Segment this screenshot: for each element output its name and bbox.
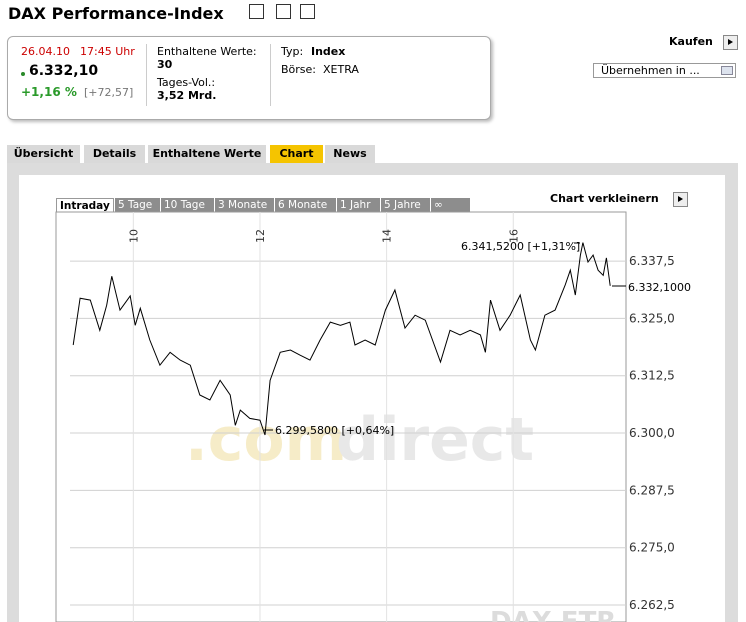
x-tick-label: 12 [254, 229, 267, 243]
help-icon[interactable] [249, 4, 264, 19]
select-arrow [721, 66, 733, 75]
quote-box [7, 36, 491, 120]
shrink-button[interactable] [673, 192, 688, 207]
quote-date: 26.04.10 [21, 45, 70, 58]
y-tick-label: 6.287,5 [629, 483, 675, 497]
exchange-value: XETRA [323, 63, 359, 76]
plot-area [55, 211, 627, 622]
range-tab[interactable]: ∞ [431, 198, 471, 212]
annotation: 6.341,5200 [+1,31%] [461, 240, 580, 253]
quote-change-pct: +1,16 % [21, 85, 77, 99]
tab[interactable]: Enthaltene Werte [148, 145, 266, 163]
refresh-icon[interactable] [300, 4, 315, 19]
tab[interactable]: Übersicht [7, 145, 80, 163]
type-label: Typ: [281, 45, 304, 58]
print-icon[interactable] [276, 4, 291, 19]
quote-price: 6.332,10 [29, 63, 99, 79]
x-tick-label: 14 [381, 229, 394, 243]
y-tick-label: 6.275,0 [629, 541, 675, 555]
watermark: .com [185, 405, 347, 475]
range-tab-active[interactable]: Intraday [56, 198, 114, 212]
volume-label: Tages-Vol.: [157, 76, 216, 89]
type-value: Index [311, 45, 346, 58]
annotation: 6.299,5800 [+0,64%] [275, 424, 394, 437]
separator [270, 44, 271, 106]
constituents-value: 30 [157, 58, 173, 71]
price-line [72, 242, 611, 436]
range-tab[interactable]: 3 Monate [215, 198, 275, 212]
constituents-label: Enthaltene Werte: [157, 45, 257, 58]
quote-time: 17:45 Uhr [80, 45, 135, 58]
quote-change-abs: [+72,57] [84, 86, 134, 99]
y-tick-label: 6.300,0 [629, 426, 675, 440]
range-tab[interactable]: 5 Tage [115, 198, 161, 212]
y-tick-label: 6.337,5 [629, 254, 675, 268]
separator [146, 44, 147, 106]
x-tick-label: 10 [127, 229, 140, 243]
select-text: Übernehmen in ... [601, 64, 700, 77]
tab-active[interactable]: Chart [270, 145, 323, 163]
exchange-label: Börse: [281, 63, 317, 76]
annotation: 6.332,1000 [628, 281, 691, 294]
y-tick-label: 6.325,0 [629, 311, 675, 325]
buy-link[interactable]: Kaufen [669, 35, 713, 48]
select-box[interactable]: Übernehmen in ... [593, 63, 736, 78]
y-tick-label: 6.312,5 [629, 369, 675, 383]
watermark: direct [336, 405, 534, 475]
x-tick-label: 16 [507, 229, 520, 243]
tab[interactable]: News [325, 145, 375, 163]
range-tab[interactable]: 10 Tage [161, 198, 215, 212]
volume-value: 3,52 Mrd. [157, 89, 217, 102]
range-tab[interactable]: 6 Monate [275, 198, 337, 212]
status-dot [21, 72, 25, 76]
y-tick-label: 6.262,5 [629, 598, 675, 612]
buy-button[interactable] [723, 35, 738, 50]
page-title: DAX Performance-Index [8, 4, 224, 23]
watermark: DAX ETR [490, 607, 616, 622]
shrink-link[interactable]: Chart verkleinern [550, 192, 659, 205]
range-tab[interactable]: 5 Jahre [381, 198, 431, 212]
tab[interactable]: Details [84, 145, 145, 163]
range-tab[interactable]: 1 Jahr [337, 198, 381, 212]
